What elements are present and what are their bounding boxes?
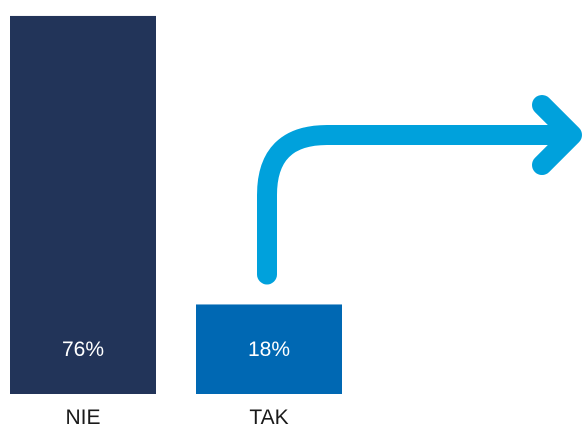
category-labels-group: NIE TAK (65, 406, 288, 429)
bar-nie (10, 15, 156, 394)
category-label-nie: NIE (65, 406, 100, 429)
value-label-tak: 18% (248, 338, 290, 361)
bars-group (10, 15, 342, 394)
value-labels-group: 76% 18% (62, 338, 290, 361)
bar-tak (196, 304, 342, 394)
arrow-right-icon (257, 95, 582, 285)
value-label-nie: 76% (62, 338, 104, 361)
category-label-tak: TAK (249, 406, 288, 429)
